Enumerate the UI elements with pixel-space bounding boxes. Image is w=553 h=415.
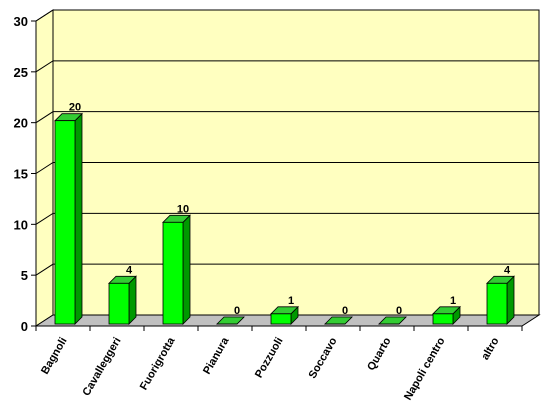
gridline [35, 162, 539, 174]
y-tick-label: 25 [14, 65, 28, 80]
x-axis: Bagnoli Cavalleggeri Fuorigrotta Pianura Poz… [35, 325, 523, 402]
bar [486, 275, 515, 325]
category-label: Cavalleggeri [80, 336, 123, 399]
bar [108, 275, 137, 325]
gridline [35, 60, 539, 73]
data-label: 0 [342, 305, 348, 317]
bars [54, 112, 515, 325]
bar-side [128, 275, 137, 325]
category-label: Quarto [365, 335, 394, 372]
data-label: 1 [288, 295, 294, 307]
bar [432, 305, 461, 325]
bar [216, 316, 245, 325]
bar-front [162, 221, 184, 325]
category-label: Bagnoli [39, 336, 70, 377]
gridline [35, 9, 539, 22]
bar-front [486, 282, 508, 325]
y-tick-label: 10 [14, 217, 28, 232]
gridline [35, 111, 539, 124]
bar-front [432, 313, 454, 325]
data-label: 0 [396, 305, 402, 317]
category-label: Soccavo [307, 335, 340, 380]
data-label: 4 [126, 264, 133, 276]
data-label: 0 [234, 305, 240, 317]
bar [378, 316, 407, 325]
bar [162, 214, 191, 325]
y-tick-label: 30 [14, 14, 28, 29]
bar [270, 305, 299, 325]
gridline [35, 263, 539, 276]
y-tick-label: 5 [21, 268, 28, 283]
bar [324, 316, 353, 325]
y-axis: 0 5 10 15 20 25 30 [14, 14, 37, 334]
bar-front [108, 282, 130, 325]
data-label: 1 [450, 295, 456, 307]
bar-side [182, 214, 191, 325]
category-label: altro [479, 335, 501, 362]
data-label: 4 [504, 264, 511, 276]
category-label: Fuorigrotta [138, 335, 178, 393]
y-tick-label: 0 [21, 319, 28, 334]
gridline [35, 212, 539, 225]
category-label: Pozzuoli [253, 336, 286, 381]
chart-walls [34, 9, 541, 327]
gridlines [35, 9, 539, 276]
category-label: Pianura [201, 335, 232, 377]
bar [54, 112, 83, 325]
data-label: 20 [69, 102, 81, 114]
category-label: Napoli centro [402, 335, 448, 402]
bar-side [506, 275, 515, 325]
bar-side [74, 112, 83, 325]
bar-front [270, 313, 292, 325]
y-tick-label: 15 [14, 167, 28, 182]
data-label: 10 [177, 203, 189, 215]
y-tick-label: 20 [14, 116, 28, 131]
bar-front [54, 120, 76, 325]
